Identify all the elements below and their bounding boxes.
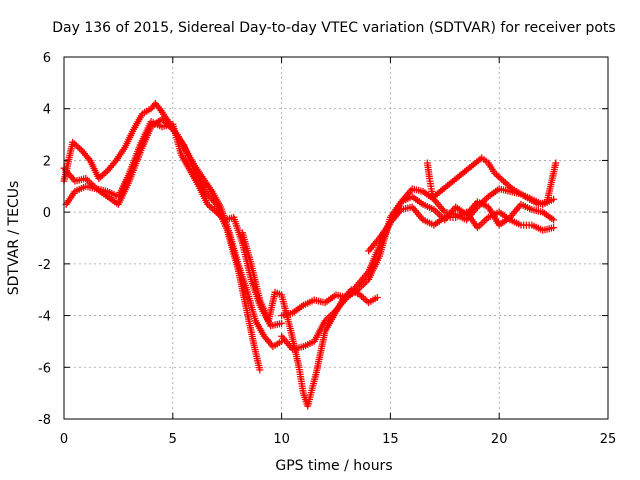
data-point	[256, 366, 264, 374]
data-point	[72, 141, 80, 149]
x-tick-label: 15	[382, 432, 399, 447]
x-tick-label: 0	[60, 432, 68, 447]
data-point	[76, 145, 84, 153]
x-tick-label: 25	[600, 432, 617, 447]
data-point	[207, 203, 215, 211]
data-point	[98, 171, 106, 179]
data-markers	[60, 100, 560, 410]
data-point	[373, 293, 381, 301]
y-axis-label: SDTVAR / TECUs	[6, 181, 22, 296]
plot-frame	[63, 56, 609, 420]
series-track-d	[238, 229, 381, 410]
y-tick-label: -8	[38, 413, 51, 428]
data-point	[501, 179, 509, 187]
y-tick-label: -6	[38, 361, 51, 376]
y-tick-label: -4	[38, 310, 51, 325]
x-tick-label: 10	[273, 432, 290, 447]
data-point	[500, 177, 508, 185]
y-tick-label: 2	[43, 154, 51, 169]
data-point	[100, 170, 108, 178]
data-point	[552, 159, 560, 167]
x-axis-label: GPS time / hours	[275, 458, 392, 474]
data-point	[550, 195, 558, 203]
data-point	[550, 224, 558, 232]
axis-ticks: 0 5 10 15 20 25 -8 -6 -4 -2 0 2 4 6	[38, 51, 616, 447]
y-tick-label: 0	[43, 206, 51, 221]
data-point	[503, 180, 511, 188]
series-track-g	[365, 185, 558, 255]
y-tick-label: -2	[38, 258, 51, 273]
data-point	[494, 172, 502, 180]
series-track-e	[278, 203, 558, 353]
x-tick-label: 20	[491, 432, 508, 447]
data-point	[278, 319, 286, 327]
data-point	[550, 216, 558, 224]
y-tick-label: 4	[43, 103, 51, 118]
data-point	[102, 168, 110, 176]
x-tick-label: 5	[169, 432, 177, 447]
series-track-h	[423, 154, 560, 208]
chart-title: Day 136 of 2015, Sidereal Day-to-day VTE…	[52, 20, 615, 36]
y-tick-label: 6	[43, 51, 51, 66]
data-point	[496, 174, 504, 182]
data-point	[359, 294, 367, 302]
